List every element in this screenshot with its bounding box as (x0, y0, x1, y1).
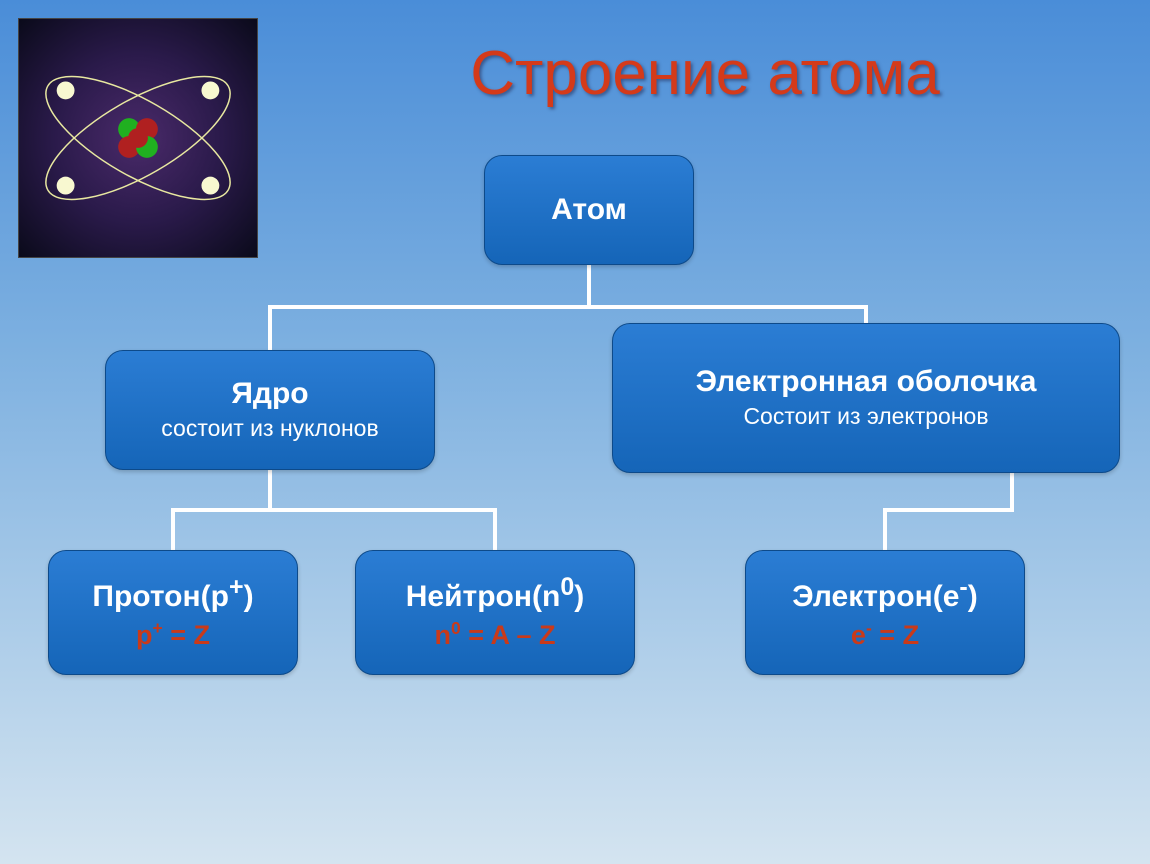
connector (883, 508, 1014, 512)
connector (883, 508, 887, 552)
node-nucleus: Ядро состоит из нуклонов (105, 350, 435, 470)
connector (268, 305, 272, 351)
node-label: Протон(p+) (92, 572, 253, 615)
page-title: Строение атома (280, 38, 1130, 109)
connector (268, 305, 868, 309)
connector (171, 508, 175, 552)
node-shell: Электронная оболочка Состоит из электрон… (612, 323, 1120, 473)
connector (1010, 473, 1014, 508)
node-formula: e- = Z (851, 617, 919, 653)
node-sublabel: состоит из нуклонов (161, 414, 378, 444)
node-electron: Электрон(e-) e- = Z (745, 550, 1025, 675)
node-label: Ядро (231, 376, 308, 412)
node-label: Электрон(e-) (792, 572, 977, 615)
node-atom: Атом (484, 155, 694, 265)
node-sublabel: Состоит из электронов (743, 402, 988, 432)
node-label: Электронная оболочка (696, 364, 1037, 400)
node-label: Атом (551, 192, 627, 228)
connector (171, 508, 497, 512)
node-proton: Протон(p+) p+ = Z (48, 550, 298, 675)
node-label: Нейтрон(n0) (406, 572, 584, 615)
node-formula: p+ = Z (136, 617, 210, 653)
connector (587, 265, 591, 305)
atom-structure-diagram: Атом Ядро состоит из нуклонов Электронна… (0, 155, 1150, 864)
connector (268, 470, 272, 508)
connector (864, 305, 868, 325)
node-neutron: Нейтрон(n0) n0 = A – Z (355, 550, 635, 675)
connector (493, 508, 497, 552)
node-formula: n0 = A – Z (434, 617, 555, 653)
